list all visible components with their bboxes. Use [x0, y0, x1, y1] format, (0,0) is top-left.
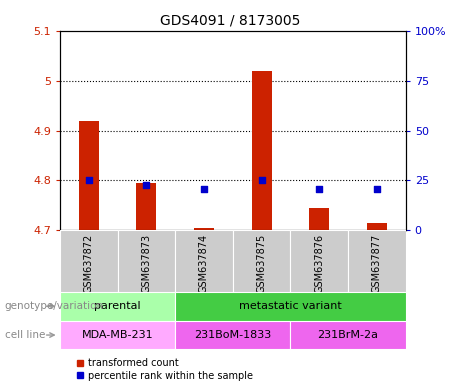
Point — [258, 177, 266, 184]
Point — [200, 186, 207, 192]
Bar — [233, 230, 290, 292]
Text: transformed count: transformed count — [88, 358, 178, 368]
Bar — [60, 230, 118, 292]
Bar — [60, 292, 175, 321]
Text: MDA-MB-231: MDA-MB-231 — [82, 330, 154, 340]
Bar — [175, 321, 290, 349]
Text: cell line: cell line — [5, 330, 45, 340]
Bar — [118, 230, 175, 292]
Bar — [175, 292, 406, 321]
Text: GDS4091 / 8173005: GDS4091 / 8173005 — [160, 13, 301, 27]
Bar — [136, 183, 156, 230]
Text: 231BoM-1833: 231BoM-1833 — [194, 330, 272, 340]
Bar — [252, 71, 272, 230]
Point — [373, 186, 381, 192]
Bar — [175, 230, 233, 292]
Bar — [309, 208, 329, 230]
Bar — [60, 321, 175, 349]
Bar — [79, 121, 99, 230]
Text: GSM637873: GSM637873 — [142, 233, 151, 293]
Bar — [290, 230, 348, 292]
Text: genotype/variation: genotype/variation — [5, 301, 104, 311]
Text: GSM637872: GSM637872 — [84, 233, 94, 293]
Text: percentile rank within the sample: percentile rank within the sample — [88, 371, 253, 381]
Point — [85, 177, 92, 184]
Bar — [367, 223, 387, 230]
Point — [142, 182, 150, 189]
Text: metastatic variant: metastatic variant — [239, 301, 342, 311]
Text: GSM637875: GSM637875 — [257, 233, 266, 293]
Text: GSM637877: GSM637877 — [372, 233, 382, 293]
Text: GSM637876: GSM637876 — [314, 233, 324, 293]
Bar — [348, 230, 406, 292]
Bar — [290, 321, 406, 349]
Text: 231BrM-2a: 231BrM-2a — [318, 330, 378, 340]
Bar — [194, 228, 214, 230]
Text: GSM637874: GSM637874 — [199, 233, 209, 293]
Text: parental: parental — [94, 301, 141, 311]
Point — [315, 186, 323, 192]
